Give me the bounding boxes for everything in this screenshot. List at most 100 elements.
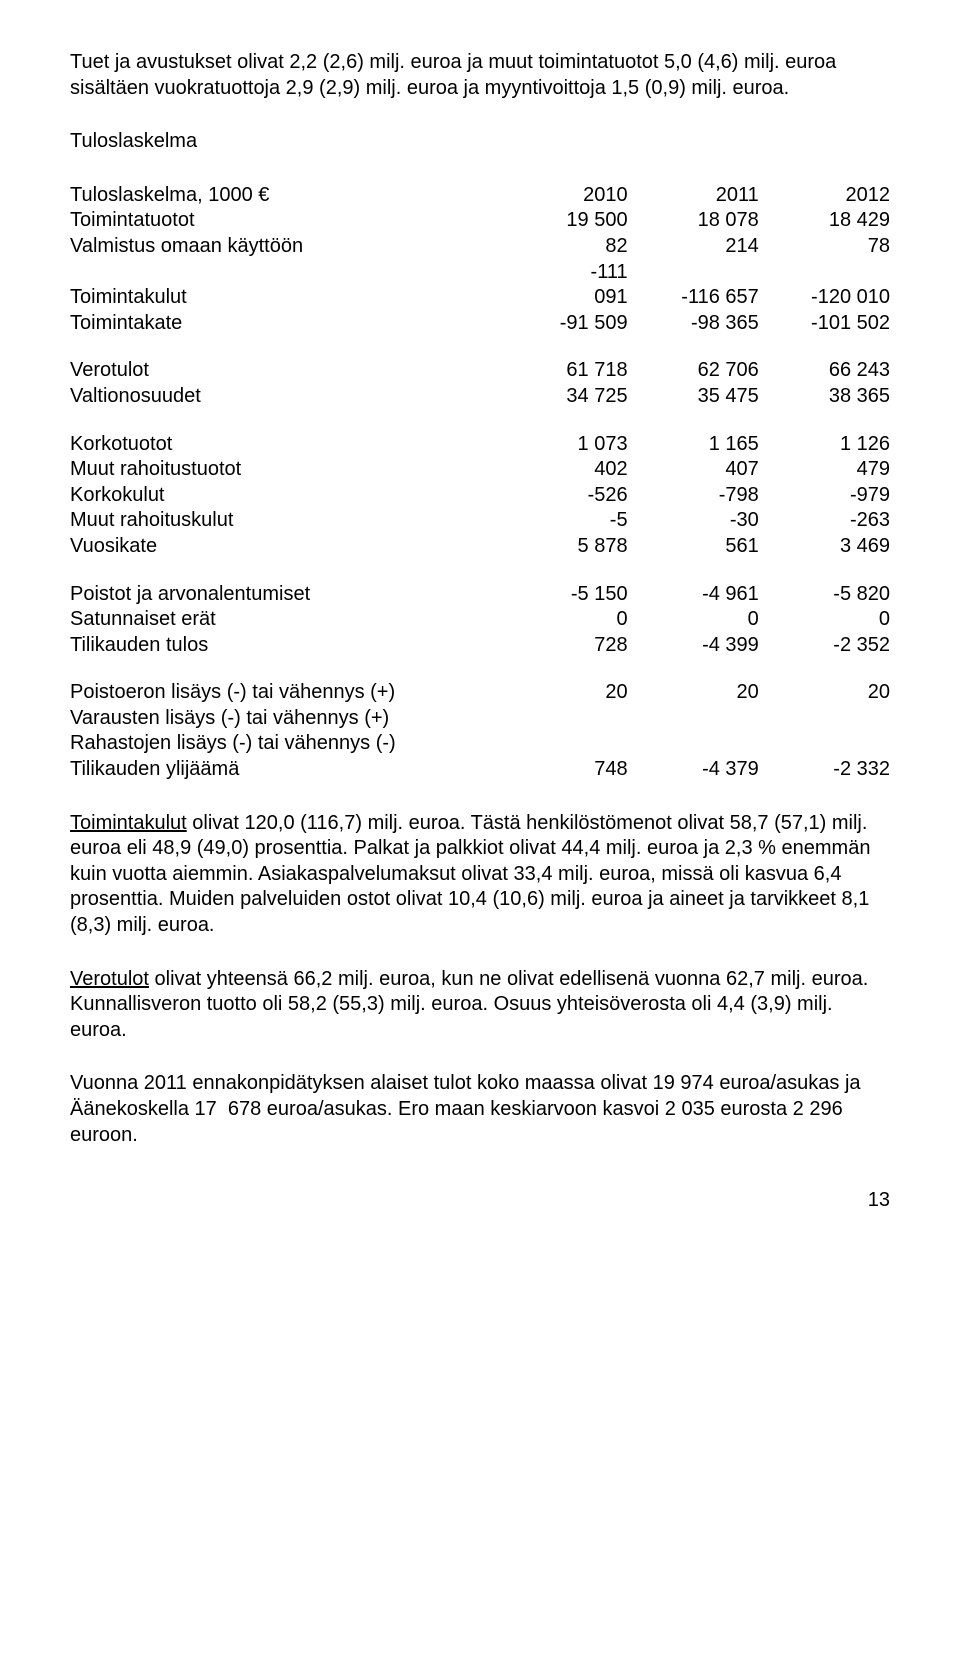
row-value: -5 820 xyxy=(759,582,890,608)
row-label: Poistoeron lisäys (-) tai vähennys (+) xyxy=(70,680,496,706)
row-value xyxy=(496,706,627,732)
underlined-term: Toimintakulut xyxy=(70,812,187,834)
row-value: -4 379 xyxy=(628,757,759,783)
row-value: 34 725 xyxy=(496,384,627,410)
row-label: Muut rahoituskulut xyxy=(70,508,496,534)
spacer-row xyxy=(70,658,890,680)
row-value: 1 073 xyxy=(496,432,627,458)
row-value: 18 078 xyxy=(628,208,759,234)
row-value: 214 xyxy=(628,234,759,260)
row-label: Tilikauden ylijäämä xyxy=(70,757,496,783)
table-row: Poistot ja arvonalentumiset -5 150 -4 96… xyxy=(70,582,890,608)
paragraph-verotulot: Verotulot olivat yhteensä 66,2 milj. eur… xyxy=(70,967,890,1044)
spacer-row xyxy=(70,410,890,432)
row-value-split-bottom: 091 xyxy=(496,285,627,311)
row-value: 66 243 xyxy=(759,358,890,384)
table-row: Toimintakate -91 509 -98 365 -101 502 xyxy=(70,311,890,337)
row-label: Valtionosuudet xyxy=(70,384,496,410)
row-value: -526 xyxy=(496,483,627,509)
row-value: -4 961 xyxy=(628,582,759,608)
table-row: Muut rahoitustuotot 402 407 479 xyxy=(70,457,890,483)
table-row: Tilikauden ylijäämä 748 -4 379 -2 332 xyxy=(70,757,890,783)
row-value: 402 xyxy=(496,457,627,483)
table-row: Poistoeron lisäys (-) tai vähennys (+) 2… xyxy=(70,680,890,706)
table-row: Valtionosuudet 34 725 35 475 38 365 xyxy=(70,384,890,410)
row-value: 0 xyxy=(628,607,759,633)
row-value-empty xyxy=(759,260,890,286)
section-title-tuloslaskelma: Tuloslaskelma xyxy=(70,129,890,155)
row-label: Korkokulut xyxy=(70,483,496,509)
paragraph-text: olivat yhteensä 66,2 milj. euroa, kun ne… xyxy=(70,968,868,1041)
row-value: -798 xyxy=(628,483,759,509)
row-value: 78 xyxy=(759,234,890,260)
paragraph-ennakonpidatys: Vuonna 2011 ennakonpidätyksen alaiset tu… xyxy=(70,1071,890,1148)
intro-paragraph: Tuet ja avustukset olivat 2,2 (2,6) milj… xyxy=(70,50,890,101)
document-page: Tuet ja avustukset olivat 2,2 (2,6) milj… xyxy=(0,0,960,1254)
row-value: 82 xyxy=(496,234,627,260)
row-value: -979 xyxy=(759,483,890,509)
tuloslaskelma-table: Tuloslaskelma, 1000 € 2010 2011 2012 Toi… xyxy=(70,183,890,783)
row-label: Toimintakulut xyxy=(70,285,496,311)
row-value: -4 399 xyxy=(628,633,759,659)
row-value: 20 xyxy=(628,680,759,706)
table-header-row: Tuloslaskelma, 1000 € 2010 2011 2012 xyxy=(70,183,890,209)
row-label: Valmistus omaan käyttöön xyxy=(70,234,496,260)
table-row: Verotulot 61 718 62 706 66 243 xyxy=(70,358,890,384)
row-label: Toimintakate xyxy=(70,311,496,337)
row-value: 0 xyxy=(759,607,890,633)
row-value: 18 429 xyxy=(759,208,890,234)
row-value: 20 xyxy=(759,680,890,706)
row-label: Varausten lisäys (-) tai vähennys (+) xyxy=(70,706,496,732)
row-value: 35 475 xyxy=(628,384,759,410)
table-row: Satunnaiset erät 0 0 0 xyxy=(70,607,890,633)
table-row: Korkotuotot 1 073 1 165 1 126 xyxy=(70,432,890,458)
year-2011: 2011 xyxy=(628,183,759,209)
table-row-multiline-top: -111 xyxy=(70,260,890,286)
row-label: Tilikauden tulos xyxy=(70,633,496,659)
row-value: -101 502 xyxy=(759,311,890,337)
row-value: -5 150 xyxy=(496,582,627,608)
row-value: 748 xyxy=(496,757,627,783)
row-value: 1 126 xyxy=(759,432,890,458)
row-value: 1 165 xyxy=(628,432,759,458)
table-row: Toimintatuotot 19 500 18 078 18 429 xyxy=(70,208,890,234)
table-row: Rahastojen lisäys (-) tai vähennys (-) xyxy=(70,731,890,757)
row-value: -5 xyxy=(496,508,627,534)
row-label: Toimintatuotot xyxy=(70,208,496,234)
spacer-row xyxy=(70,560,890,582)
row-value: 19 500 xyxy=(496,208,627,234)
row-label: Poistot ja arvonalentumiset xyxy=(70,582,496,608)
row-value-split: -111 xyxy=(496,260,627,286)
row-value: -30 xyxy=(628,508,759,534)
row-value: -98 365 xyxy=(628,311,759,337)
paragraph-toimintakulut: Toimintakulut olivat 120,0 (116,7) milj.… xyxy=(70,811,890,939)
row-value xyxy=(496,731,627,757)
row-value: 61 718 xyxy=(496,358,627,384)
table-row: Vuosikate 5 878 561 3 469 xyxy=(70,534,890,560)
table-row: Tilikauden tulos 728 -4 399 -2 352 xyxy=(70,633,890,659)
row-label: Rahastojen lisäys (-) tai vähennys (-) xyxy=(70,731,496,757)
row-value: 479 xyxy=(759,457,890,483)
row-label: Korkotuotot xyxy=(70,432,496,458)
row-value: 5 878 xyxy=(496,534,627,560)
table-row: Korkokulut -526 -798 -979 xyxy=(70,483,890,509)
row-value: 407 xyxy=(628,457,759,483)
row-value xyxy=(759,706,890,732)
row-value: 561 xyxy=(628,534,759,560)
row-value: -2 352 xyxy=(759,633,890,659)
row-value: -2 332 xyxy=(759,757,890,783)
spacer-row xyxy=(70,336,890,358)
table-row: Varausten lisäys (-) tai vähennys (+) xyxy=(70,706,890,732)
table-row: Muut rahoituskulut -5 -30 -263 xyxy=(70,508,890,534)
row-label: Verotulot xyxy=(70,358,496,384)
paragraph-text: olivat 120,0 (116,7) milj. euroa. Tästä … xyxy=(70,812,870,936)
table-row: Valmistus omaan käyttöön 82 214 78 xyxy=(70,234,890,260)
row-label: Satunnaiset erät xyxy=(70,607,496,633)
row-label: Muut rahoitustuotot xyxy=(70,457,496,483)
row-value xyxy=(628,706,759,732)
row-value: 20 xyxy=(496,680,627,706)
row-label: Vuosikate xyxy=(70,534,496,560)
table-title-cell: Tuloslaskelma, 1000 € xyxy=(70,183,496,209)
row-value: 62 706 xyxy=(628,358,759,384)
row-value: -91 509 xyxy=(496,311,627,337)
